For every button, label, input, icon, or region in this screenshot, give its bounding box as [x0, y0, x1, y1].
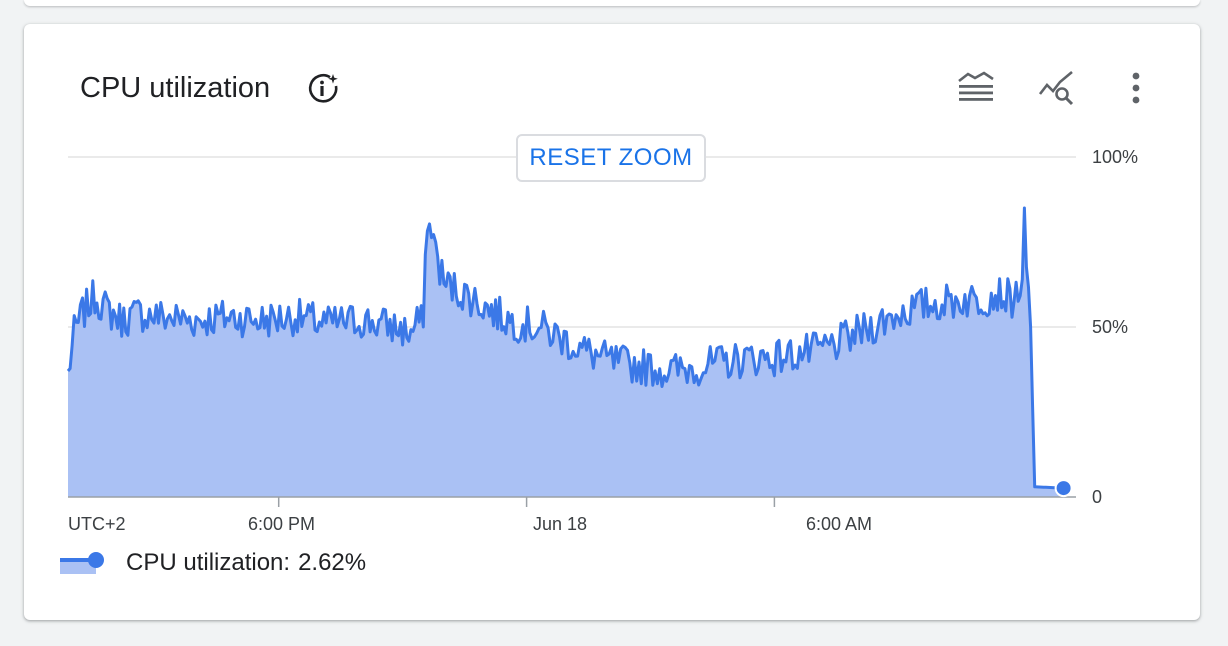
- chart-title: CPU utilization: [80, 72, 271, 104]
- legend-label: CPU utilization:: [126, 549, 291, 576]
- explore-chart-icon[interactable]: [1036, 68, 1076, 108]
- cpu-line: [66, 206, 1064, 490]
- legend-lines-icon[interactable]: [956, 68, 996, 108]
- info-sparkle-icon[interactable]: [307, 72, 339, 104]
- reset-zoom-button[interactable]: RESET ZOOM: [516, 134, 706, 182]
- x-tick-label-6am: 6:00 AM: [806, 514, 873, 534]
- last-value-point: [1054, 479, 1073, 498]
- y-tick-label-100: 100%: [1092, 147, 1139, 167]
- cpu-chart[interactable]: [24, 24, 1200, 620]
- legend-value: 2.62%: [298, 549, 367, 576]
- y-tick-label-0: 0: [1092, 487, 1103, 507]
- more-vert-icon[interactable]: [1116, 68, 1156, 108]
- previous-card-edge: [24, 0, 1200, 6]
- cpu-utilization-card: CPU utilization: [24, 24, 1200, 620]
- y-tick-label-50: 50%: [1092, 317, 1129, 337]
- x-tick-label-6pm: 6:00 PM: [248, 514, 316, 534]
- cpu-area: [68, 208, 1064, 497]
- x-tick-label-jun18: Jun 18: [533, 514, 588, 534]
- legend-text: CPU utilization: 2.62%: [126, 549, 366, 577]
- legend-swatch-icon: [60, 552, 104, 574]
- timezone-label: UTC+2: [68, 514, 126, 534]
